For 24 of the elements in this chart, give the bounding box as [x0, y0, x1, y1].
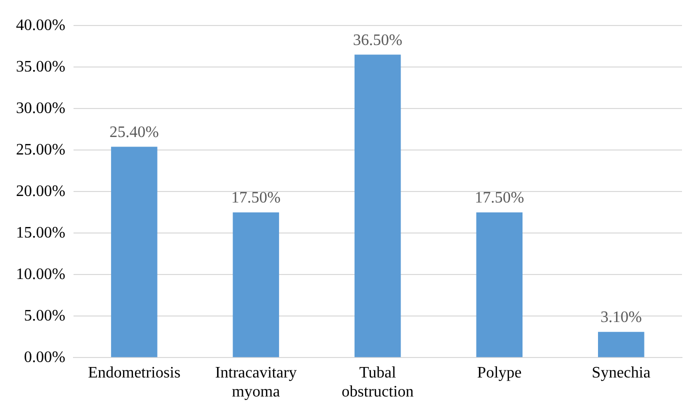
y-tick-label: 10.00%: [16, 266, 66, 283]
data-label: 17.50%: [231, 190, 281, 207]
x-tick-label: Endometriosis: [88, 364, 180, 382]
data-label: 36.50%: [353, 32, 402, 49]
data-label: 17.50%: [474, 190, 524, 207]
x-tick-label: Synechia: [592, 364, 650, 382]
y-tick-label: 20.00%: [16, 182, 66, 200]
x-tick-label: Polype: [477, 364, 522, 382]
bar: [476, 212, 523, 358]
y-tick-label: 35.00%: [16, 58, 66, 76]
bar: [111, 146, 158, 358]
bar: [354, 54, 401, 358]
bar: [232, 212, 280, 358]
y-tick-label: 5.00%: [24, 307, 66, 324]
x-tick-label: Intracavitary myoma: [215, 364, 297, 401]
bar: [598, 332, 644, 358]
x-tick-label: Tubal obstruction: [342, 364, 414, 401]
data-label: 25.40%: [110, 124, 159, 141]
y-tick-label: 40.00%: [16, 16, 66, 34]
y-tick-label: 15.00%: [16, 224, 66, 242]
data-label: 3.10%: [600, 309, 642, 326]
y-tick-label: 30.00%: [16, 100, 66, 117]
y-tick-label: 0.00%: [24, 348, 66, 366]
y-tick-label: 25.00%: [16, 141, 66, 158]
